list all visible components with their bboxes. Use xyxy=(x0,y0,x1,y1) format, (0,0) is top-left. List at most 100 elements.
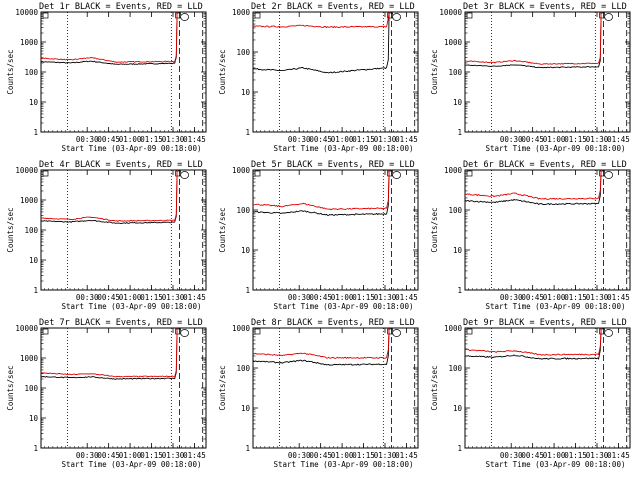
y-tick-label: 10 xyxy=(453,246,463,255)
corner-marker xyxy=(254,328,261,335)
x-tick-label: 01:15 xyxy=(352,293,375,302)
x-tick-label: 01:15 xyxy=(140,451,163,460)
x-tick-label: 00:30 xyxy=(288,135,311,144)
x-tick-label: 01:45 xyxy=(395,293,418,302)
x-tick-label: 01:30 xyxy=(162,293,185,302)
y-tick-label: 1000 xyxy=(232,8,251,17)
y-axis-label: Counts/sec xyxy=(430,365,439,410)
x-tick-label: 00:45 xyxy=(309,293,332,302)
saa-marker xyxy=(392,329,401,337)
series-line xyxy=(252,327,390,360)
x-axis-label: Start Time (03-Apr-09 00:18:00) xyxy=(274,302,414,311)
y-tick-label: 100 xyxy=(24,226,38,235)
saa-marker xyxy=(180,329,189,337)
series-line xyxy=(252,327,390,366)
x-tick-label: 01:00 xyxy=(543,293,566,302)
y-tick-label: 10 xyxy=(29,414,39,423)
plot-frame xyxy=(464,169,631,291)
x-tick-label: 01:00 xyxy=(331,293,354,302)
y-tick-label: 10 xyxy=(453,98,463,107)
x-tick-label: 01:30 xyxy=(586,451,609,460)
y-tick-label: 10000 xyxy=(15,324,38,333)
x-tick-label: 01:15 xyxy=(564,135,587,144)
x-tick-label: 01:30 xyxy=(586,135,609,144)
corner-marker xyxy=(42,170,49,177)
x-axis-label: Start Time (03-Apr-09 00:18:00) xyxy=(486,144,626,153)
y-tick-label: 1 xyxy=(457,128,462,137)
chart-panel: Det 2r BLACK = Events, RED = LLD 1 10 100 10… xyxy=(218,2,419,153)
x-tick-label: 00:45 xyxy=(97,135,120,144)
plot-frame xyxy=(252,169,419,291)
y-tick-label: 1 xyxy=(457,444,462,453)
series-line xyxy=(252,169,390,216)
x-tick-label: 01:00 xyxy=(331,135,354,144)
chart-title: Det 1r BLACK = Events, RED = LLD xyxy=(39,2,203,12)
x-tick-label: 00:45 xyxy=(309,135,332,144)
y-tick-label: 1 xyxy=(33,286,38,295)
chart-panel: Det 6r BLACK = Events, RED = LLD 1 10 100 10… xyxy=(430,160,631,311)
y-tick-label: 100 xyxy=(448,364,462,373)
chart-title: Det 5r BLACK = Events, RED = LLD xyxy=(251,160,415,170)
x-tick-label: 01:45 xyxy=(183,293,206,302)
y-tick-label: 1000 xyxy=(444,324,463,333)
x-tick-label: 01:45 xyxy=(607,293,630,302)
series-line xyxy=(40,11,178,65)
corner-marker xyxy=(42,328,49,335)
x-tick-label: 00:30 xyxy=(500,135,523,144)
x-tick-label: 01:15 xyxy=(140,135,163,144)
x-tick-label: 00:30 xyxy=(500,451,523,460)
y-axis-label: Counts/sec xyxy=(218,365,227,410)
chart-panel: Det 8r BLACK = Events, RED = LLD 1 10 100 10… xyxy=(218,318,419,469)
saa-marker xyxy=(604,329,614,337)
x-tick-label: 01:00 xyxy=(119,293,142,302)
y-tick-label: 1 xyxy=(33,444,38,453)
y-axis-label: Counts/sec xyxy=(6,49,15,94)
x-axis-label: Start Time (03-Apr-09 00:18:00) xyxy=(62,460,202,469)
corner-marker xyxy=(466,12,473,19)
x-axis-label: Start Time (03-Apr-09 00:18:00) xyxy=(274,460,414,469)
x-tick-label: 00:30 xyxy=(288,293,311,302)
y-tick-label: 1000 xyxy=(232,324,251,333)
series-line xyxy=(252,11,390,29)
corner-marker xyxy=(466,328,473,335)
y-tick-label: 100 xyxy=(236,206,250,215)
plot-frame xyxy=(40,169,207,291)
series-line xyxy=(40,327,178,380)
x-tick-label: 01:15 xyxy=(352,451,375,460)
y-tick-label: 1000 xyxy=(20,196,39,205)
saa-marker xyxy=(392,13,401,21)
chart-panel: Det 9r BLACK = Events, RED = LLD 1 10 100 10… xyxy=(430,318,631,469)
chart-panel: Det 7r BLACK = Events, RED = LLD 1 10 100 10… xyxy=(6,318,207,469)
x-axis-label: Start Time (03-Apr-09 00:18:00) xyxy=(486,302,626,311)
y-axis-label: Counts/sec xyxy=(6,207,15,252)
y-axis-label: Counts/sec xyxy=(6,365,15,410)
y-tick-label: 1000 xyxy=(20,354,39,363)
x-tick-label: 00:30 xyxy=(76,293,99,302)
y-tick-label: 100 xyxy=(236,364,250,373)
y-tick-label: 1000 xyxy=(444,166,463,175)
x-tick-label: 01:30 xyxy=(162,451,185,460)
y-tick-label: 1000 xyxy=(232,166,251,175)
y-tick-label: 10 xyxy=(29,256,39,265)
x-tick-label: 01:15 xyxy=(564,293,587,302)
x-tick-label: 00:30 xyxy=(500,293,523,302)
y-tick-label: 1000 xyxy=(20,38,39,47)
chart-panel: Det 4r BLACK = Events, RED = LLD 1 10 100 10… xyxy=(6,160,207,311)
x-tick-label: 01:15 xyxy=(564,451,587,460)
saa-marker xyxy=(180,13,189,21)
chart-title: Det 3r BLACK = Events, RED = LLD xyxy=(463,2,627,12)
y-tick-label: 10 xyxy=(241,88,251,97)
x-tick-label: 00:45 xyxy=(521,135,544,144)
x-tick-label: 00:30 xyxy=(288,451,311,460)
y-tick-label: 100 xyxy=(24,384,38,393)
plot-frame xyxy=(464,327,631,449)
saa-marker xyxy=(604,13,614,21)
y-tick-label: 1 xyxy=(245,286,250,295)
plot-frame xyxy=(252,327,419,449)
y-tick-label: 1 xyxy=(457,286,462,295)
saa-marker xyxy=(180,171,189,179)
chart-panel: Det 5r BLACK = Events, RED = LLD 1 10 100 10… xyxy=(218,160,419,311)
x-tick-label: 01:15 xyxy=(140,293,163,302)
y-tick-label: 1 xyxy=(245,128,250,137)
